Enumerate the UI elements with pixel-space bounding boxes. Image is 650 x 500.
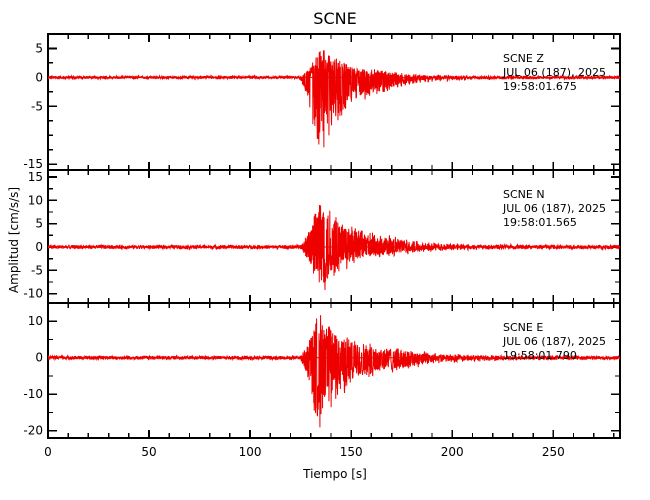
x-tick-label: 150 (340, 445, 363, 459)
y-tick-label: 10 (28, 314, 43, 328)
waveform-trace (48, 204, 620, 290)
trace-clip-group (48, 204, 620, 290)
chart-title: SCNE (313, 9, 356, 28)
y-tick-label: 5 (35, 217, 43, 231)
annotation-time: 19:58:01.790 (503, 349, 577, 362)
y-tick-label: -10 (23, 287, 43, 301)
x-axis-label: Tiempo [s] (302, 467, 367, 481)
y-tick-label: 0 (35, 240, 43, 254)
y-tick-label: -5 (31, 263, 43, 277)
x-tick-label: 100 (239, 445, 262, 459)
annotation-date: JUL 06 (187), 2025 (502, 66, 606, 79)
y-axis-label: Amplitud [cm/s/s] (7, 187, 21, 293)
x-tick-label: 0 (44, 445, 52, 459)
y-tick-label: 0 (35, 70, 43, 84)
y-tick-label: -20 (23, 424, 43, 438)
annotation-date: JUL 06 (187), 2025 (502, 202, 606, 215)
annotation-time: 19:58:01.565 (503, 216, 577, 229)
y-tick-label: -10 (23, 387, 43, 401)
y-tick-label: 0 (35, 351, 43, 365)
annotation-date: JUL 06 (187), 2025 (502, 335, 606, 348)
y-tick-label: 15 (28, 170, 43, 184)
y-tick-label: 10 (28, 193, 43, 207)
annotation-station: SCNE N (503, 188, 545, 201)
trace-clip-group (48, 50, 620, 148)
x-tick-label: 250 (542, 445, 565, 459)
annotation-station: SCNE Z (503, 52, 544, 65)
panel-frame (47, 302, 621, 439)
y-tick-label: 5 (35, 41, 43, 55)
x-tick-label: 200 (441, 445, 464, 459)
waveform-trace (48, 50, 620, 148)
annotation-station: SCNE E (503, 321, 543, 334)
x-tick-label: 50 (141, 445, 156, 459)
trace-clip-group (48, 315, 620, 428)
y-tick-label: -5 (31, 99, 43, 113)
waveform-trace (48, 315, 620, 428)
y-tick-label: -15 (23, 157, 43, 171)
x-axis: 0 50 100 150 200 250 (44, 445, 565, 459)
annotation-time: 19:58:01.675 (503, 80, 577, 93)
